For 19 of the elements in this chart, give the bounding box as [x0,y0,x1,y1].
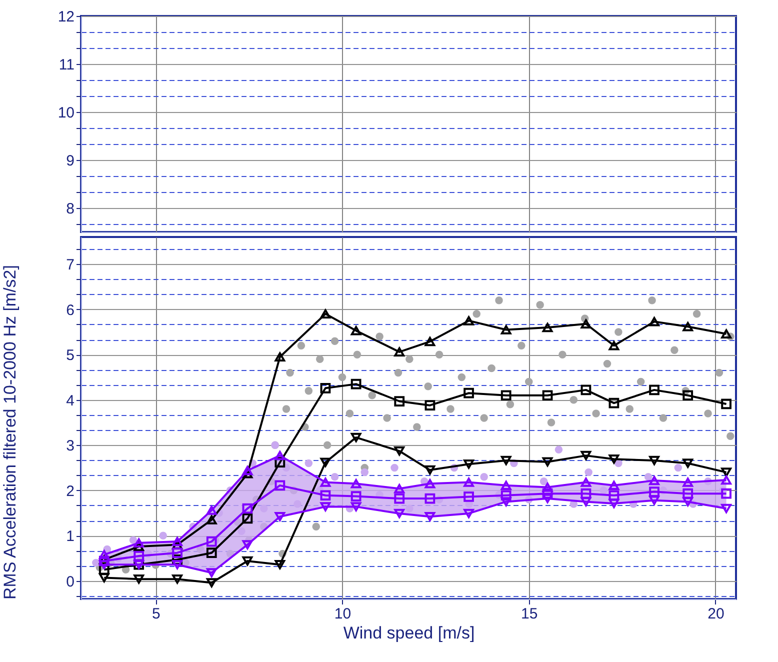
y-tick-label: 1 [66,528,74,546]
y-tick-label: 9 [66,152,74,170]
y-tick-label: 7 [66,256,74,274]
y-tick-label: 3 [66,438,74,455]
x-tick-label: 15 [521,606,538,622]
y-tick-label: 5 [66,347,74,364]
y-tick-label: 11 [58,56,74,74]
x-tick-label: 5 [152,606,160,622]
y-tick-label: 8 [66,200,74,218]
y-tick-label: 4 [66,392,74,410]
y-tick-label: 0 [66,573,74,590]
y-tick-label: 12 [58,8,74,26]
x-tick-label: 20 [708,606,724,622]
x-axis-title: Wind speed [m/s] [343,624,475,642]
y-tick-label: 2 [66,482,74,500]
y-tick-label: 6 [66,302,74,319]
y-tick-label: 10 [58,104,74,122]
x-tick-label: 10 [334,606,352,622]
y-axis-title: RMS Acceleration filtered 10-2000 Hz [m/s2] [0,265,20,600]
